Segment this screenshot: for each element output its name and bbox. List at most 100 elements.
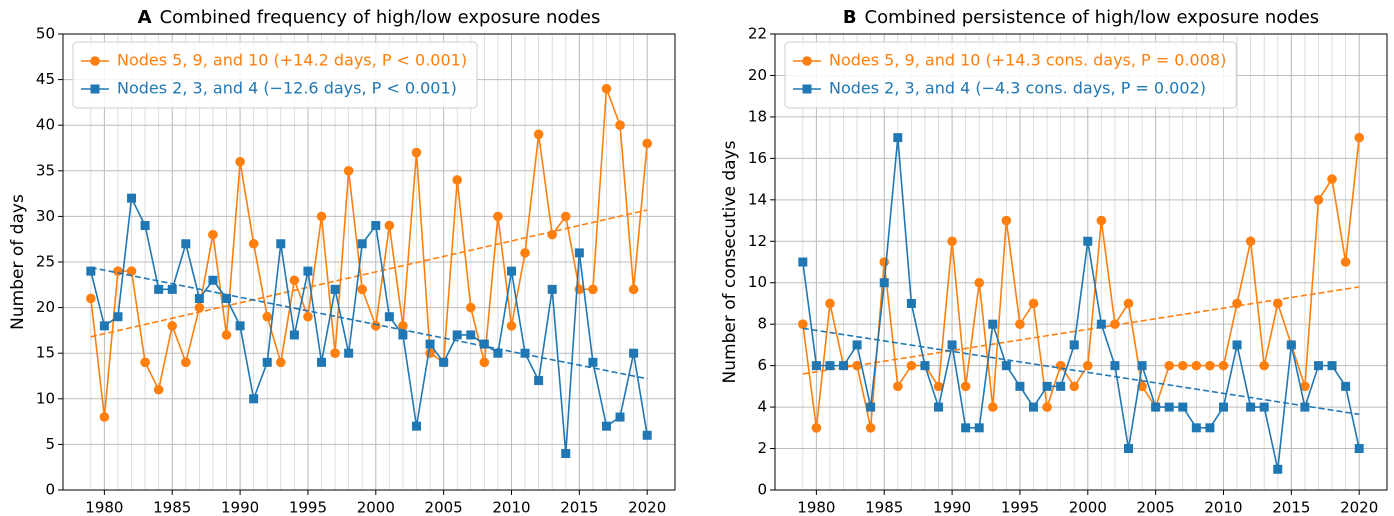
marker <box>520 248 530 258</box>
marker <box>906 360 917 371</box>
marker <box>99 321 109 331</box>
marker <box>960 381 971 392</box>
marker <box>574 248 584 258</box>
marker <box>560 211 571 222</box>
marker <box>262 311 273 322</box>
marker <box>811 423 822 433</box>
marker <box>1191 360 1202 371</box>
marker <box>642 138 652 149</box>
marker <box>154 284 164 294</box>
marker <box>344 348 354 358</box>
marker <box>1123 444 1133 454</box>
legend-box <box>72 41 478 109</box>
marker <box>1245 236 1256 247</box>
y-tick-label: 15 <box>36 344 55 362</box>
marker <box>1137 361 1147 371</box>
marker <box>493 211 503 222</box>
marker <box>493 348 503 358</box>
marker <box>1313 195 1324 205</box>
legend-label: Nodes 5, 9, and 10 (+14.3 cons. days, P … <box>829 51 1226 70</box>
marker <box>1015 319 1025 329</box>
marker <box>1232 340 1242 350</box>
marker <box>357 239 367 249</box>
marker <box>1164 402 1174 412</box>
marker <box>262 357 272 367</box>
marker <box>127 193 137 203</box>
marker <box>384 312 394 322</box>
y-tick-label: 45 <box>36 70 55 88</box>
marker <box>893 381 903 392</box>
marker <box>1354 132 1364 143</box>
marker <box>1056 381 1066 391</box>
marker <box>520 348 530 358</box>
marker <box>852 340 862 350</box>
marker <box>1001 215 1012 226</box>
marker <box>1096 215 1107 226</box>
marker <box>866 402 876 412</box>
x-tick-label: 2015 <box>1272 499 1310 516</box>
marker <box>588 284 598 295</box>
x-tick-label: 2010 <box>1204 499 1242 516</box>
x-tick-label: 2020 <box>628 499 666 516</box>
marker <box>90 56 100 66</box>
marker <box>181 239 191 249</box>
panel-label: A <box>138 7 152 28</box>
marker <box>194 293 204 303</box>
y-tick-label: 14 <box>748 190 767 208</box>
marker <box>1110 319 1120 329</box>
marker <box>1340 257 1351 267</box>
marker <box>1177 360 1188 371</box>
marker <box>249 394 259 404</box>
marker <box>439 357 449 367</box>
marker <box>802 56 812 66</box>
marker <box>1082 360 1093 371</box>
marker <box>561 449 571 459</box>
y-tick-label: 10 <box>36 389 55 407</box>
marker <box>1246 402 1256 412</box>
trend-line <box>90 266 648 380</box>
marker <box>628 284 639 295</box>
marker <box>811 361 821 371</box>
chart-title: A Combined frequency of high/low exposure… <box>138 7 601 28</box>
marker <box>303 266 313 276</box>
legend: Nodes 5, 9, and 10 (+14.3 cons. days, P … <box>784 41 1237 109</box>
marker <box>933 381 944 392</box>
marker <box>961 423 971 433</box>
x-tick-label: 2005 <box>1137 499 1175 516</box>
y-tick-label: 25 <box>36 253 55 271</box>
y-tick-label: 8 <box>757 315 767 333</box>
marker <box>934 402 944 412</box>
y-tick-label: 2 <box>757 439 767 457</box>
marker <box>906 298 916 308</box>
y-tick-label: 40 <box>36 116 55 134</box>
series-line <box>802 137 1360 428</box>
y-tick-label: 6 <box>757 356 767 374</box>
marker <box>1028 298 1039 309</box>
marker <box>411 147 422 158</box>
x-tick-label: 2000 <box>357 499 395 516</box>
y-tick-label: 35 <box>36 161 55 179</box>
x-tick-label: 1990 <box>933 499 971 516</box>
marker <box>1001 361 1011 371</box>
y-tick-label: 0 <box>757 481 767 499</box>
trend-line <box>802 286 1360 375</box>
marker <box>1313 361 1323 371</box>
x-tick-label: 2000 <box>1069 499 1107 516</box>
marker <box>1327 361 1337 371</box>
y-tick-label: 5 <box>45 435 55 453</box>
marker <box>317 357 327 367</box>
marker <box>99 412 110 422</box>
marker <box>167 321 178 331</box>
marker <box>506 266 516 276</box>
marker <box>839 361 849 371</box>
marker <box>221 330 232 340</box>
legend-label: Nodes 2, 3, and 4 (−4.3 cons. days, P = … <box>829 79 1206 98</box>
trend-line <box>802 327 1360 416</box>
marker <box>1096 319 1106 329</box>
marker <box>126 266 137 276</box>
marker <box>275 357 286 368</box>
legend: Nodes 5, 9, and 10 (+14.2 days, P < 0.00… <box>72 41 478 109</box>
x-tick-label: 2015 <box>560 499 598 516</box>
marker <box>974 277 985 288</box>
x-tick-label: 1995 <box>1001 499 1039 516</box>
